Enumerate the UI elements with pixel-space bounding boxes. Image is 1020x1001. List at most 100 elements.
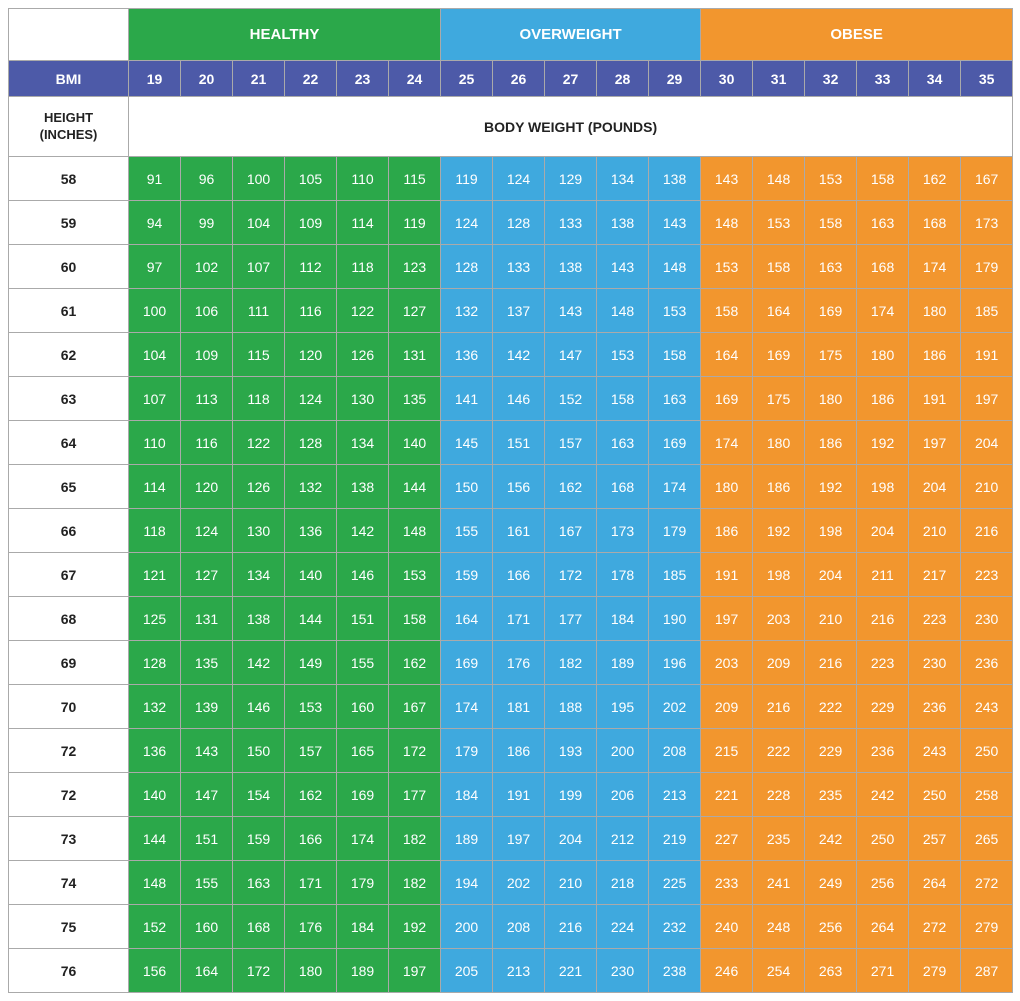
weight-cell: 163: [805, 245, 857, 289]
weight-cell: 223: [909, 597, 961, 641]
weight-cell: 180: [805, 377, 857, 421]
weight-cell: 152: [129, 905, 181, 949]
bmi-chart-table: HEALTHYOVERWEIGHTOBESEBMI192021222324252…: [8, 8, 1013, 993]
weight-cell: 124: [493, 157, 545, 201]
weight-cell: 146: [337, 553, 389, 597]
weight-cell: 184: [597, 597, 649, 641]
weight-cell: 176: [493, 641, 545, 685]
table-row: 5994991041091141191241281331381431481531…: [9, 201, 1013, 245]
bmi-value-cell: 32: [805, 61, 857, 97]
weight-cell: 249: [805, 861, 857, 905]
weight-cell: 197: [701, 597, 753, 641]
bmi-value-cell: 23: [337, 61, 389, 97]
weight-cell: 208: [493, 905, 545, 949]
weight-cell: 158: [857, 157, 909, 201]
weight-cell: 210: [805, 597, 857, 641]
weight-cell: 169: [753, 333, 805, 377]
weight-cell: 202: [493, 861, 545, 905]
weight-cell: 148: [701, 201, 753, 245]
weight-cell: 124: [285, 377, 337, 421]
weight-cell: 136: [441, 333, 493, 377]
weight-cell: 118: [129, 509, 181, 553]
weight-cell: 204: [805, 553, 857, 597]
weight-cell: 182: [545, 641, 597, 685]
weight-cell: 135: [389, 377, 441, 421]
weight-cell: 143: [597, 245, 649, 289]
weight-cell: 113: [181, 377, 233, 421]
table-row: 6210410911512012613113614214715315816416…: [9, 333, 1013, 377]
height-cell: 72: [9, 773, 129, 817]
category-blank-cell: [9, 9, 129, 61]
weight-cell: 182: [389, 817, 441, 861]
weight-cell: 158: [597, 377, 649, 421]
height-cell: 63: [9, 377, 129, 421]
weight-cell: 126: [337, 333, 389, 377]
weight-cell: 229: [805, 729, 857, 773]
weight-cell: 200: [441, 905, 493, 949]
weight-cell: 120: [285, 333, 337, 377]
weight-cell: 210: [545, 861, 597, 905]
weight-cell: 142: [233, 641, 285, 685]
height-cell: 65: [9, 465, 129, 509]
table-row: 7414815516317117918219420221021822523324…: [9, 861, 1013, 905]
weight-cell: 143: [649, 201, 701, 245]
weight-cell: 254: [753, 949, 805, 993]
weight-cell: 144: [389, 465, 441, 509]
weight-cell: 287: [961, 949, 1013, 993]
category-header-obese: OBESE: [701, 9, 1013, 61]
height-cell: 60: [9, 245, 129, 289]
weight-cell: 188: [545, 685, 597, 729]
weight-cell: 121: [129, 553, 181, 597]
weight-cell: 242: [805, 817, 857, 861]
weight-cell: 109: [285, 201, 337, 245]
table-row: 6912813514214915516216917618218919620320…: [9, 641, 1013, 685]
weight-cell: 190: [649, 597, 701, 641]
weight-cell: 94: [129, 201, 181, 245]
table-row: 7214014715416216917718419119920621322122…: [9, 773, 1013, 817]
bmi-value-cell: 30: [701, 61, 753, 97]
weight-cell: 132: [285, 465, 337, 509]
weight-cell: 150: [441, 465, 493, 509]
weight-cell: 132: [129, 685, 181, 729]
weight-cell: 175: [753, 377, 805, 421]
height-cell: 75: [9, 905, 129, 949]
weight-cell: 162: [909, 157, 961, 201]
weight-cell: 227: [701, 817, 753, 861]
weight-cell: 146: [493, 377, 545, 421]
weight-cell: 180: [857, 333, 909, 377]
weight-cell: 151: [337, 597, 389, 641]
weight-cell: 151: [493, 421, 545, 465]
table-row: 5891961001051101151191241291341381431481…: [9, 157, 1013, 201]
weight-cell: 222: [805, 685, 857, 729]
weight-cell: 138: [597, 201, 649, 245]
weight-cell: 155: [441, 509, 493, 553]
weight-cell: 246: [701, 949, 753, 993]
weight-cell: 184: [441, 773, 493, 817]
weight-cell: 153: [389, 553, 441, 597]
weight-cell: 157: [285, 729, 337, 773]
weight-cell: 154: [233, 773, 285, 817]
weight-cell: 163: [857, 201, 909, 245]
weight-cell: 107: [233, 245, 285, 289]
height-cell: 73: [9, 817, 129, 861]
table-row: 6611812413013614214815516116717317918619…: [9, 509, 1013, 553]
weight-cell: 172: [233, 949, 285, 993]
weight-cell: 155: [337, 641, 389, 685]
weight-cell: 128: [285, 421, 337, 465]
weight-cell: 169: [441, 641, 493, 685]
weight-cell: 225: [649, 861, 701, 905]
table-row: 7213614315015716517217918619320020821522…: [9, 729, 1013, 773]
weight-cell: 158: [389, 597, 441, 641]
axis-label-row: HEIGHT(INCHES)BODY WEIGHT (POUNDS): [9, 97, 1013, 157]
bmi-value-cell: 27: [545, 61, 597, 97]
table-row: 6411011612212813414014515115716316917418…: [9, 421, 1013, 465]
weight-cell: 219: [649, 817, 701, 861]
weight-cell: 265: [961, 817, 1013, 861]
height-cell: 76: [9, 949, 129, 993]
weight-cell: 130: [337, 377, 389, 421]
weight-cell: 174: [649, 465, 701, 509]
weight-cell: 279: [909, 949, 961, 993]
height-cell: 69: [9, 641, 129, 685]
weight-cell: 256: [857, 861, 909, 905]
weight-cell: 197: [961, 377, 1013, 421]
